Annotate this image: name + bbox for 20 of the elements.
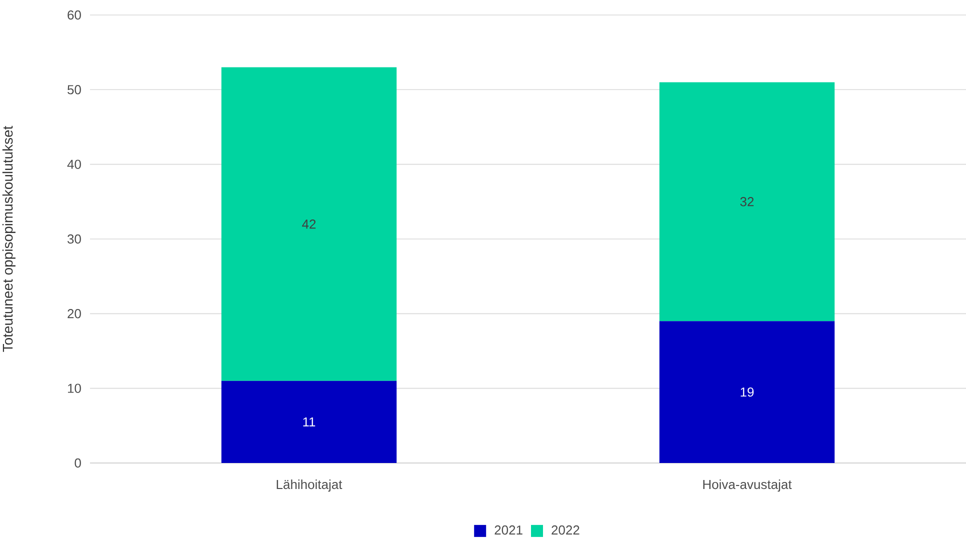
y-tick-label: 20 [68, 309, 81, 318]
legend-label: 2022 [552, 525, 580, 535]
y-axis-title: Toteutuneet oppisopimuskoulutukset [2, 126, 16, 352]
y-tick-label: 10 [68, 384, 81, 393]
bar [659, 321, 835, 463]
y-tick-label: 40 [67, 160, 81, 169]
legend-label: 2021 [494, 525, 522, 535]
bar [221, 380, 397, 463]
y-tick-label: 30 [68, 234, 81, 244]
data-label: 42 [302, 220, 316, 229]
x-tick-label: Hoiva-avustajat [703, 480, 792, 492]
data-label: 32 [740, 197, 754, 206]
y-tick-label: 0 [74, 458, 81, 468]
data-label: 19 [740, 387, 754, 397]
y-tick-label: 60 [68, 10, 81, 20]
bar [659, 82, 835, 322]
x-tick-label: Lähihoitajat [276, 480, 342, 492]
data-label: 11 [303, 417, 316, 426]
y-tick-label: 50 [68, 85, 81, 94]
bar [221, 67, 397, 381]
